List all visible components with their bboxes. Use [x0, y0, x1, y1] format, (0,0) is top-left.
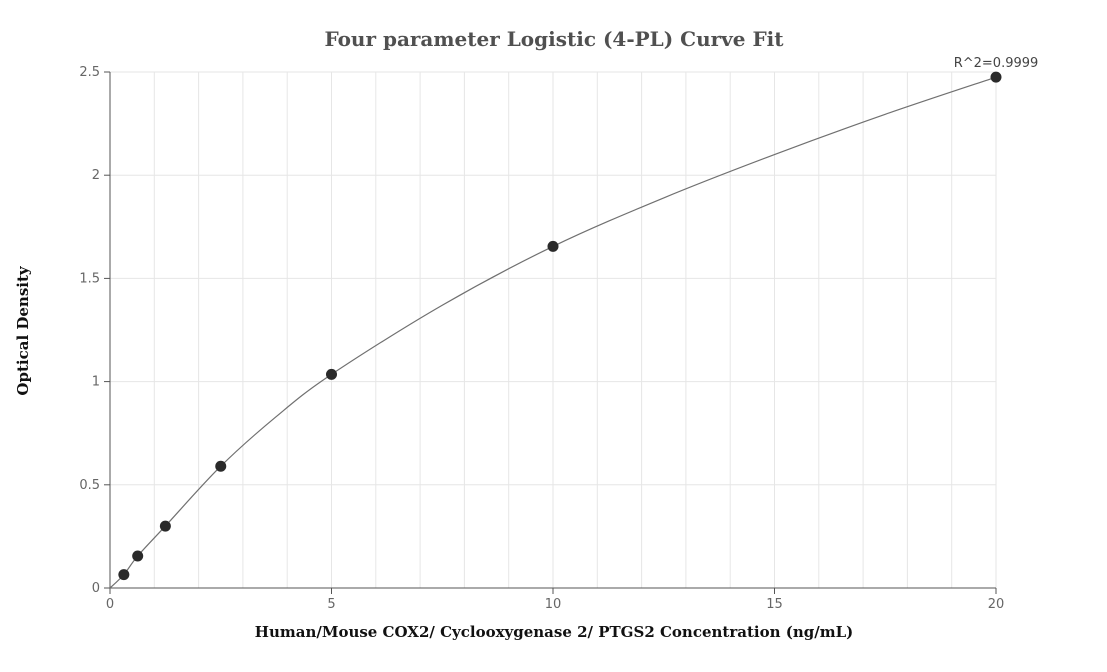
x-tick-label: 10 [545, 597, 562, 612]
y-axis-title: Optical Density [14, 265, 32, 395]
y-tick-label: 2.5 [79, 65, 100, 80]
y-tick-label: 1 [92, 375, 100, 390]
r-squared-label: R^2=0.9999 [954, 56, 1039, 71]
tick-layer: 0 5 10 15 20 0 0.5 1 1.5 2 2.5 [79, 65, 1004, 612]
data-point [547, 240, 559, 252]
x-tick-label: 15 [766, 597, 783, 612]
y-tick-label: 1.5 [79, 271, 100, 286]
x-tick-label: 5 [327, 597, 335, 612]
fit-curve [109, 76, 997, 589]
data-point [159, 520, 171, 532]
point-layer [118, 71, 1002, 581]
curve-layer [109, 76, 997, 589]
data-point [326, 368, 337, 380]
data-point [990, 71, 1002, 83]
x-axis-title: Human/Mouse COX2/ Cyclooxygenase 2/ PTGS… [255, 623, 853, 641]
data-point [118, 569, 130, 581]
x-tick-label: 20 [988, 597, 1005, 612]
data-point [215, 460, 227, 472]
grid-layer [109, 71, 997, 589]
data-point [132, 550, 144, 562]
x-tick-label: 0 [106, 597, 114, 612]
y-tick-label: 0.5 [79, 478, 100, 493]
y-tick-label: 0 [92, 581, 100, 596]
y-tick-label: 2 [92, 168, 100, 183]
chart-title: Four parameter Logistic (4-PL) Curve Fit [324, 27, 784, 51]
